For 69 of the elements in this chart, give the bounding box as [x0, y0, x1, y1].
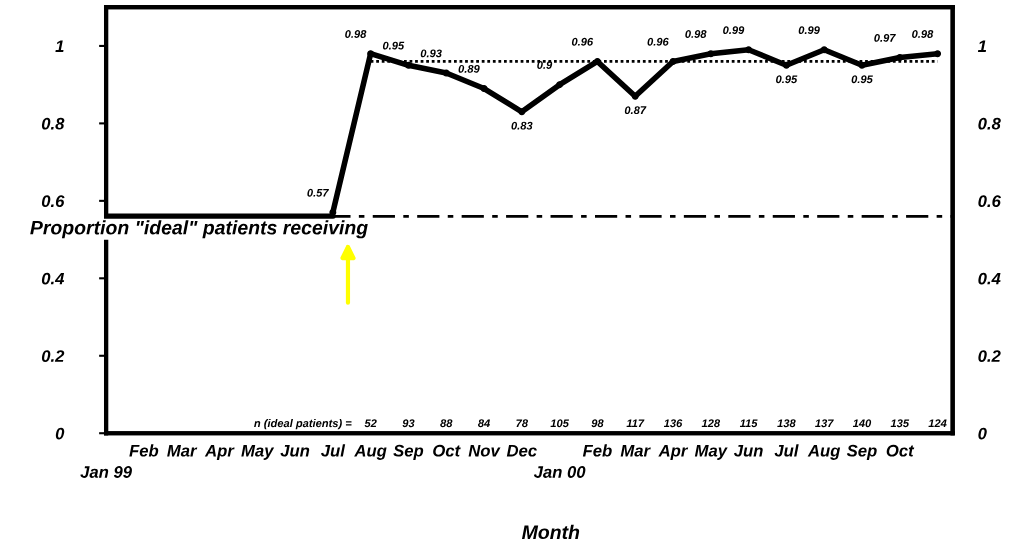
annotation: 84 [477, 419, 491, 428]
annotation: 52 [364, 419, 377, 428]
x-tick-label: Jul [321, 444, 346, 457]
annotation: 140 [852, 419, 872, 428]
x-tick-label: Sep [846, 444, 877, 460]
data-label: 0.83 [511, 121, 533, 130]
x-tick-label: Aug [807, 444, 841, 460]
annotation: 98 [591, 419, 604, 428]
annotation: 136 [663, 419, 683, 428]
y-axis-title: Proportion "ideal" patients receiving [30, 220, 368, 239]
x-tick-label: Apr [204, 444, 235, 460]
annotation: 128 [701, 419, 721, 428]
annotation: 88 [440, 419, 453, 428]
x-tick-label: Mar [167, 444, 198, 457]
annotation: 117 [626, 419, 645, 428]
y-tick-label: 0.8 [41, 117, 65, 130]
x-tick-label: May [241, 444, 275, 460]
data-label: 0.98 [685, 30, 707, 38]
y2-tick-label: 0.6 [978, 195, 1001, 208]
x-tick-label: Jul [774, 444, 799, 457]
annotation: 105 [550, 419, 570, 428]
annotation: 115 [739, 419, 758, 428]
x-tick-label: Sep [393, 444, 424, 460]
data-label: 0.93 [420, 49, 442, 58]
y-tick-label: 0 [55, 427, 65, 440]
data-label: 0.98 [345, 30, 367, 38]
data-label: 0.99 [723, 26, 745, 35]
y-tick-label: 0.6 [41, 195, 65, 208]
annotation: 138 [777, 419, 796, 428]
x-tick-label: Mar [620, 444, 651, 457]
annotation: 135 [890, 419, 910, 428]
y2-tick-label: 0.8 [978, 117, 1001, 130]
y2-tick-label: 0 [978, 427, 987, 440]
data-label: 0.96 [571, 37, 594, 46]
x-tick-label: May [694, 444, 728, 460]
data-label: 0.95 [382, 41, 405, 50]
x-tick-label: Jun [733, 444, 763, 457]
x-tick-label: Jun [280, 444, 310, 457]
data-label: 0.96 [647, 37, 669, 46]
y-tick-label: 0.4 [41, 272, 65, 285]
x-tick-label: Dec [506, 444, 537, 457]
annotation: 137 [815, 419, 834, 428]
x-tick-label: Jan 00 [533, 466, 586, 478]
y2-tick-label: 0.4 [978, 272, 1001, 285]
data-label: 0.98 [912, 30, 934, 38]
data-label: 0.95 [851, 75, 873, 84]
x-tick-label: Oct [433, 444, 461, 457]
x-tick-label: Oct [886, 444, 915, 457]
data-label: 0.99 [798, 26, 820, 35]
data-label: 0.97 [874, 33, 896, 42]
y-tick-label: 0.2 [41, 350, 65, 362]
annotation: 78 [516, 419, 528, 428]
x-axis-title: Month [521, 524, 580, 540]
x-tick-label: Feb [582, 444, 612, 457]
x-tick-label: Feb [129, 444, 159, 457]
data-label: 0.89 [458, 64, 480, 73]
annotation: 93 [402, 419, 415, 428]
data-label: 0.95 [776, 75, 798, 84]
data-label: 0.57 [307, 188, 329, 197]
annotation: n (ideal patients) = [254, 419, 352, 430]
x-tick-label: Aug [354, 444, 387, 460]
annotation: 124 [928, 419, 947, 428]
x-tick-label: Apr [658, 444, 689, 460]
y-tick-label: 1 [55, 40, 64, 52]
x-tick-label: Nov [468, 444, 501, 457]
x-tick-label: Jan 99 [80, 466, 132, 478]
y2-tick-label: 0.2 [978, 350, 1001, 362]
y2-tick-label: 1 [977, 40, 987, 52]
data-label: 0.87 [624, 106, 647, 115]
